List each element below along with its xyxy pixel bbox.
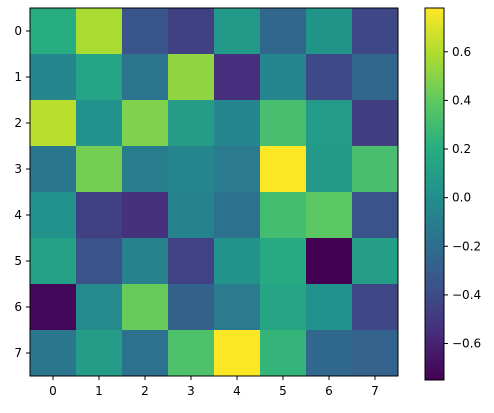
heatmap-cell xyxy=(260,100,307,147)
heatmap-cell xyxy=(306,8,353,55)
heatmap-cell xyxy=(260,192,307,239)
y-tick-label: 4 xyxy=(14,208,22,222)
heatmap-cell xyxy=(30,238,77,285)
heatmap-cell xyxy=(30,54,77,101)
heatmap-cell xyxy=(168,284,215,331)
heatmap-cell xyxy=(30,8,77,55)
y-tick-label: 0 xyxy=(14,24,22,38)
colorbar-tick-label: −0.2 xyxy=(452,239,481,253)
heatmap-cell xyxy=(352,330,399,377)
y-tick-label: 1 xyxy=(14,70,22,84)
heatmap-cell xyxy=(306,146,353,193)
plot-frame xyxy=(29,7,399,377)
heatmap-cell xyxy=(76,238,123,285)
heatmap-cell xyxy=(122,238,169,285)
colorbar-tick-label: 0.2 xyxy=(452,142,471,156)
heatmap-cell xyxy=(352,8,399,55)
heatmap-cell xyxy=(168,54,215,101)
heatmap-cell xyxy=(30,330,77,377)
heatmap-cell xyxy=(214,284,261,331)
y-tick-label: 7 xyxy=(14,346,22,360)
heatmap-cell xyxy=(214,146,261,193)
heatmap-cell xyxy=(168,330,215,377)
heatmap-cell xyxy=(122,330,169,377)
y-tick-label: 2 xyxy=(14,116,22,130)
heatmap-cell xyxy=(76,192,123,239)
heatmap-cell xyxy=(352,146,399,193)
x-tick-label: 4 xyxy=(233,384,241,398)
heatmap-cell xyxy=(168,238,215,285)
heatmap-cell xyxy=(214,8,261,55)
heatmap-cell xyxy=(76,146,123,193)
colorbar-gradient xyxy=(424,7,445,381)
heatmap-cell xyxy=(76,54,123,101)
heatmap-cell xyxy=(214,330,261,377)
y-tick-label: 3 xyxy=(14,162,22,176)
heatmap-cell xyxy=(306,192,353,239)
heatmap-cell xyxy=(168,100,215,147)
heatmap-cell xyxy=(122,146,169,193)
heatmap-cell xyxy=(306,100,353,147)
heatmap-cell xyxy=(122,54,169,101)
heatmap-cell xyxy=(76,330,123,377)
heatmap-cell xyxy=(122,100,169,147)
x-tick-label: 6 xyxy=(325,384,333,398)
heatmap-cell xyxy=(76,100,123,147)
heatmap-cell xyxy=(30,146,77,193)
heatmap-cell xyxy=(122,284,169,331)
heatmap-cell xyxy=(352,100,399,147)
heatmap-cell xyxy=(30,192,77,239)
heatmap-cell xyxy=(352,54,399,101)
heatmap-cell xyxy=(30,100,77,147)
colorbar-tick-label: −0.6 xyxy=(452,337,481,351)
x-tick-label: 3 xyxy=(187,384,195,398)
heatmap-cell xyxy=(168,146,215,193)
heatmap-cell xyxy=(260,284,307,331)
heatmap-cell xyxy=(260,54,307,101)
heatmap-cell xyxy=(306,238,353,285)
heatmap-cell xyxy=(352,192,399,239)
heatmap-cell xyxy=(260,330,307,377)
y-tick-label: 5 xyxy=(14,254,22,268)
heatmap-cell xyxy=(122,8,169,55)
heatmap-cell xyxy=(214,54,261,101)
colorbar-tick-label: −0.4 xyxy=(452,288,481,302)
heatmap-cell xyxy=(352,284,399,331)
heatmap-cell xyxy=(352,238,399,285)
colorbar-tick-label: 0.0 xyxy=(452,191,471,205)
heatmap-cell xyxy=(214,238,261,285)
heatmap-cell xyxy=(260,8,307,55)
heatmap-cell xyxy=(30,284,77,331)
heatmap-cell xyxy=(76,284,123,331)
heatmap-cell xyxy=(306,54,353,101)
heatmap-cell xyxy=(306,284,353,331)
heatmap-cell xyxy=(168,192,215,239)
heatmap-cell xyxy=(122,192,169,239)
heatmap-cell xyxy=(214,192,261,239)
heatmap-axes: 0 1 2 3 4 5 6 7 0 1 2 3 4 5 6 7 xyxy=(14,7,399,398)
x-tick-label: 7 xyxy=(371,384,379,398)
heatmap-cell xyxy=(260,238,307,285)
heatmap-cells xyxy=(30,8,399,377)
x-tick-label: 5 xyxy=(279,384,287,398)
heatmap-cell xyxy=(260,146,307,193)
heatmap-cell xyxy=(168,8,215,55)
colorbar-tick-label: 0.6 xyxy=(452,45,471,59)
colorbar: 0.6 0.4 0.2 0.0 −0.2 −0.4 −0.6 xyxy=(424,7,481,381)
heatmap-cell xyxy=(306,330,353,377)
x-tick-label: 1 xyxy=(95,384,103,398)
colorbar-tick-label: 0.4 xyxy=(452,93,471,107)
x-tick-label: 2 xyxy=(141,384,149,398)
y-tick-label: 6 xyxy=(14,300,22,314)
heatmap-cell xyxy=(214,100,261,147)
heatmap-cell xyxy=(76,8,123,55)
x-tick-label: 0 xyxy=(49,384,57,398)
